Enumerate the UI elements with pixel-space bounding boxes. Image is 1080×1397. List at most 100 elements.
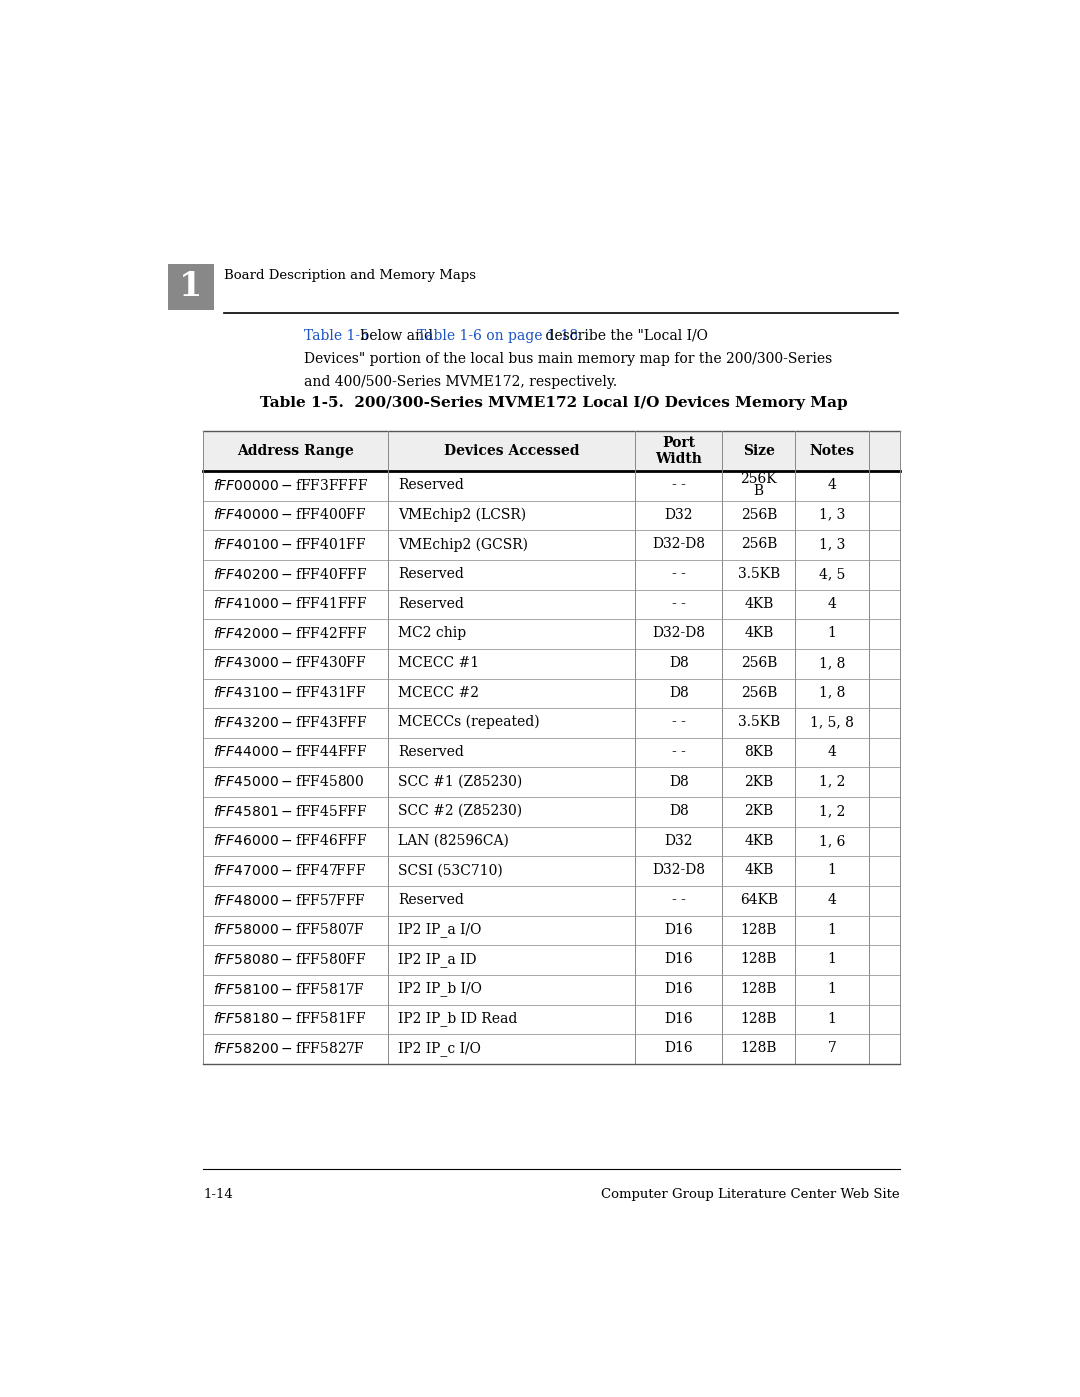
Text: Table 1-5: Table 1-5 [303,328,369,342]
Text: MCECC #1: MCECC #1 [397,657,480,671]
Text: D8: D8 [669,774,689,788]
Text: D32: D32 [664,834,693,848]
Text: $fFF43000 - $fFF430FF: $fFF43000 - $fFF430FF [213,655,367,671]
Text: MCECC #2: MCECC #2 [397,686,478,700]
Text: D16: D16 [664,923,693,937]
Text: 64KB: 64KB [740,893,778,907]
Text: 1, 5, 8: 1, 5, 8 [810,715,854,729]
Text: Reserved: Reserved [397,745,463,759]
Text: 128B: 128B [741,1041,778,1055]
Text: Devices Accessed: Devices Accessed [444,444,579,458]
Text: 256K: 256K [741,472,778,486]
Text: D8: D8 [669,805,689,819]
Text: D32-D8: D32-D8 [652,538,705,552]
Bar [203,432,900,471]
Bar [203,946,900,975]
Text: 1, 2: 1, 2 [819,805,846,819]
Text: Port: Port [662,436,696,450]
Text: IP2 IP_b I/O: IP2 IP_b I/O [397,982,482,996]
Bar [203,915,900,946]
Text: Reserved: Reserved [397,567,463,581]
Text: $fFF58000 - $fFF5807F: $fFF58000 - $fFF5807F [213,922,365,937]
Bar [203,648,900,679]
Text: 4KB: 4KB [744,863,773,877]
Bar [167,264,214,310]
Text: 4KB: 4KB [744,626,773,640]
Text: SCC #2 (Z85230): SCC #2 (Z85230) [397,805,522,819]
Text: - -: - - [672,478,686,492]
Text: VMEchip2 (LCSR): VMEchip2 (LCSR) [397,507,526,522]
Text: 256B: 256B [741,538,777,552]
Bar [203,560,900,590]
Text: 128B: 128B [741,953,778,967]
Text: $fFF45000 - $fFF45800: $fFF45000 - $fFF45800 [213,774,365,789]
Text: D32: D32 [664,507,693,521]
Text: $fFF47000 - $fFF47FFF: $fFF47000 - $fFF47FFF [213,863,366,877]
Text: 128B: 128B [741,1011,778,1025]
Text: 3.5KB: 3.5KB [738,715,780,729]
Bar [203,1034,900,1065]
Text: 1: 1 [827,923,836,937]
Text: 1, 2: 1, 2 [819,774,846,788]
Text: 1, 8: 1, 8 [819,686,846,700]
Bar [203,590,900,619]
Text: SCSI (53C710): SCSI (53C710) [397,863,502,877]
Bar [203,679,900,708]
Text: 1, 3: 1, 3 [819,538,846,552]
Text: - -: - - [672,893,686,907]
Text: 128B: 128B [741,923,778,937]
Text: $fFF58200 - $fFF5827F: $fFF58200 - $fFF5827F [213,1041,365,1056]
Text: 256B: 256B [741,507,777,521]
Text: Table 1-6 on page 1-18: Table 1-6 on page 1-18 [417,328,578,342]
Text: 1: 1 [827,953,836,967]
Text: Notes: Notes [809,444,854,458]
Text: Address Range: Address Range [238,444,354,458]
Bar [203,708,900,738]
Text: $fFF43100 - $fFF431FF: $fFF43100 - $fFF431FF [213,685,367,700]
Text: B: B [754,485,764,499]
Text: 128B: 128B [741,982,778,996]
Text: 4: 4 [827,597,836,610]
Text: LAN (82596CA): LAN (82596CA) [397,834,509,848]
Text: 2KB: 2KB [744,774,773,788]
Text: $fFF40100 - $fFF401FF: $fFF40100 - $fFF401FF [213,536,367,552]
Text: Width: Width [656,451,702,465]
Bar [203,827,900,856]
Text: IP2 IP_a I/O: IP2 IP_a I/O [397,922,482,937]
Text: Reserved: Reserved [397,597,463,610]
Text: 8KB: 8KB [744,745,773,759]
Text: 1, 3: 1, 3 [819,507,846,521]
Text: $fFF58100 - $fFF5817F: $fFF58100 - $fFF5817F [213,982,365,996]
Text: Reserved: Reserved [397,478,463,492]
Text: 4: 4 [827,478,836,492]
Text: 4: 4 [827,745,836,759]
Text: 1: 1 [827,626,836,640]
Text: $fFF40000 - $fFF400FF: $fFF40000 - $fFF400FF [213,507,367,522]
Bar [203,798,900,827]
Text: 1, 8: 1, 8 [819,657,846,671]
Text: Board Description and Memory Maps: Board Description and Memory Maps [225,270,476,282]
Text: Computer Group Literature Center Web Site: Computer Group Literature Center Web Sit… [602,1187,900,1201]
Text: - -: - - [672,597,686,610]
Text: Devices" portion of the local bus main memory map for the 200/300-Series: Devices" portion of the local bus main m… [303,352,833,366]
Text: and 400/500-Series MVME172, respectively.: and 400/500-Series MVME172, respectively… [303,374,617,388]
Text: D8: D8 [669,657,689,671]
Text: $fFF46000 - $fFF46FFF: $fFF46000 - $fFF46FFF [213,834,367,848]
Bar [203,886,900,915]
Text: D16: D16 [664,953,693,967]
Text: IP2 IP_a ID: IP2 IP_a ID [397,951,476,967]
Text: below and: below and [356,328,437,342]
Text: MCECCs (repeated): MCECCs (repeated) [397,715,540,729]
Text: Reserved: Reserved [397,893,463,907]
Bar [203,619,900,648]
Text: Size: Size [743,444,774,458]
Text: 4: 4 [827,893,836,907]
Text: $fFF58180 - $fFF581FF: $fFF58180 - $fFF581FF [213,1011,367,1027]
Text: $fFF43200 - $fFF43FFF: $fFF43200 - $fFF43FFF [213,715,367,729]
Text: D16: D16 [664,982,693,996]
Text: IP2 IP_b ID Read: IP2 IP_b ID Read [397,1011,517,1027]
Bar [203,500,900,531]
Bar [203,856,900,886]
Text: describe the "Local I/O: describe the "Local I/O [541,328,707,342]
Text: $fFF41000 - $fFF41FFF: $fFF41000 - $fFF41FFF [213,597,367,610]
